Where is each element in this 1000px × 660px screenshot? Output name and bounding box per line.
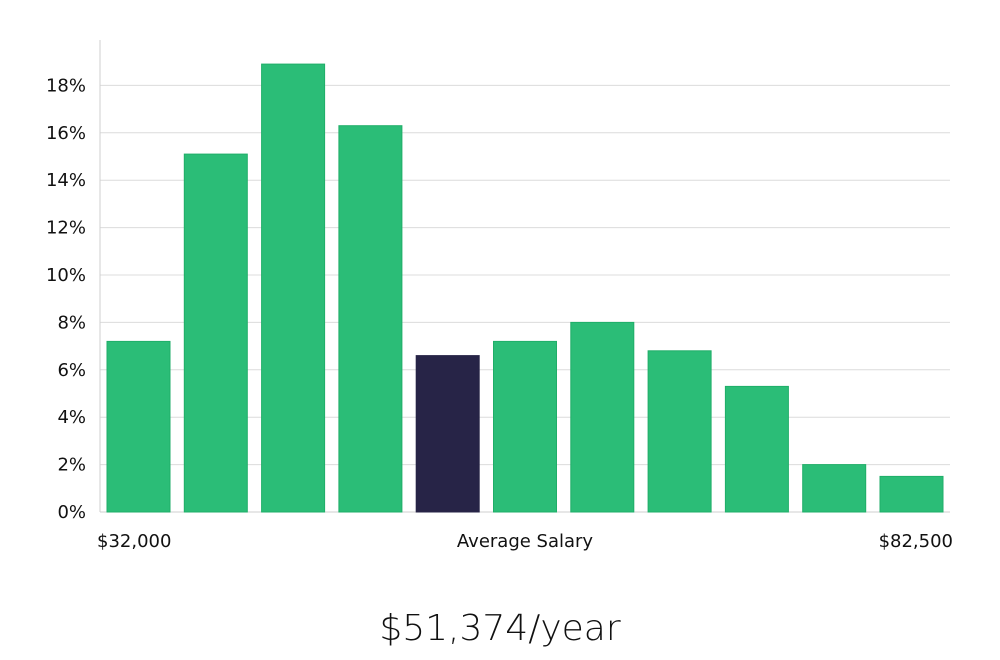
salary-histogram-chart: 0% 2% 4% 6% 8% 10% 12% 14% 16% 18% $32,000 Averag… [46,40,953,552]
bar-average-salary [415,355,480,513]
bar [879,475,944,513]
y-axis-ticks: 0% 2% 4% 6% 8% 10% 12% 14% 16% 18% [46,75,86,523]
x-min-label: $32,000 [97,531,171,552]
y-tick-label: 14% [46,170,86,191]
x-axis-title: Average Salary [457,531,594,552]
bar [261,63,326,513]
bars [106,63,944,513]
bar [106,340,171,513]
bar [570,321,635,513]
y-tick-label: 0% [57,502,86,523]
bar [647,350,712,513]
average-salary-value: $51,374/year [379,608,621,649]
y-tick-label: 8% [57,312,86,333]
y-tick-label: 4% [57,407,86,428]
bar [724,385,789,513]
bar [802,464,867,513]
bar [183,153,248,513]
y-tick-label: 12% [46,218,86,239]
y-tick-label: 10% [46,265,86,286]
y-tick-label: 6% [57,360,86,381]
bar [338,125,403,513]
x-max-label: $82,500 [879,531,953,552]
y-tick-label: 2% [57,455,86,476]
y-tick-label: 18% [46,75,86,96]
bar [493,340,557,513]
y-tick-label: 16% [46,123,86,144]
